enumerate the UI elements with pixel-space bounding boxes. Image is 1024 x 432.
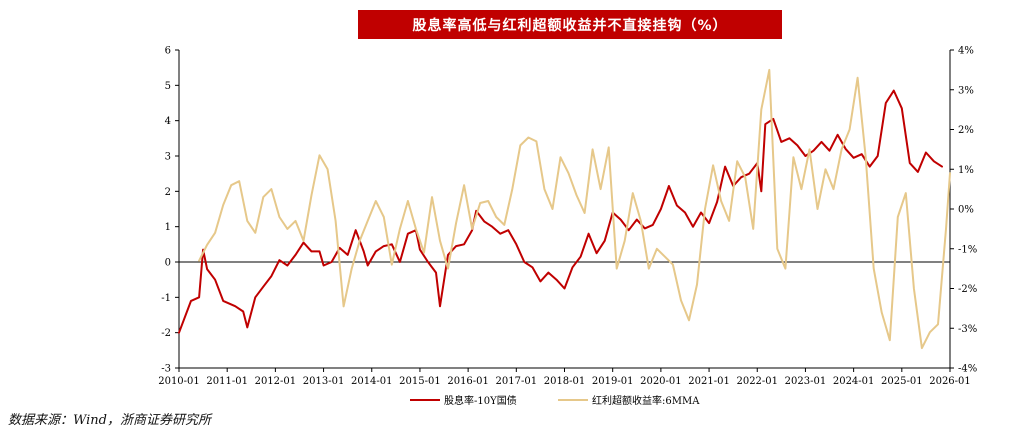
legend-item-excess-return-label: 红利超额收益率:6MMA [592, 394, 700, 407]
left-tick-label: -3 [161, 364, 171, 375]
left-tick-label: 0 [165, 258, 171, 269]
x-tick-label: 2021-01 [688, 376, 730, 387]
right-tick-label: 4% [958, 46, 974, 57]
left-tick-label: 5 [165, 81, 171, 92]
chart-title: 股息率高低与红利超额收益并不直接挂钩（%） [358, 10, 782, 39]
x-tick-label: 2022-01 [736, 376, 778, 387]
x-tick-label: 2023-01 [785, 376, 827, 387]
left-tick-label: 4 [165, 116, 171, 127]
right-tick-label: -1% [958, 244, 977, 255]
left-tick-label: 2 [165, 187, 171, 198]
x-tick-label: 2025-01 [881, 376, 923, 387]
x-tick-label: 2015-01 [399, 376, 441, 387]
right-tick-label: 0% [958, 205, 974, 216]
x-tick-label: 2010-01 [158, 376, 200, 387]
right-tick-label: -3% [958, 324, 977, 335]
left-tick-label: -1 [161, 293, 171, 304]
left-tick-label: 1 [165, 222, 171, 233]
x-tick-label: 2012-01 [255, 376, 297, 387]
x-tick-label: 2018-01 [544, 376, 586, 387]
left-tick-label: -2 [161, 328, 171, 339]
x-tick-label: 2020-01 [640, 376, 682, 387]
right-tick-label: 3% [958, 85, 974, 96]
right-tick-label: 1% [958, 165, 974, 176]
source-note: 数据来源：Wind，浙商证券研究所 [8, 413, 211, 428]
left-tick-label: 3 [165, 152, 171, 163]
right-tick-label: -4% [958, 364, 977, 375]
x-tick-label: 2024-01 [833, 376, 875, 387]
right-tick-label: -2% [958, 284, 977, 295]
series-line-dividend-spread [178, 89, 943, 334]
x-tick-label: 2014-01 [351, 376, 393, 387]
x-tick-label: 2013-01 [303, 376, 345, 387]
x-tick-label: 2017-01 [496, 376, 538, 387]
x-tick-label: 2026-01 [929, 376, 971, 387]
legend-item-dividend-spread-label: 股息率-10Y国债 [444, 394, 517, 407]
series-line-excess-return [198, 68, 951, 350]
x-tick-label: 2016-01 [447, 376, 489, 387]
right-tick-label: 2% [958, 125, 974, 136]
x-tick-label: 2011-01 [206, 376, 248, 387]
x-tick-label: 2019-01 [592, 376, 634, 387]
left-tick-label: 6 [165, 46, 171, 57]
